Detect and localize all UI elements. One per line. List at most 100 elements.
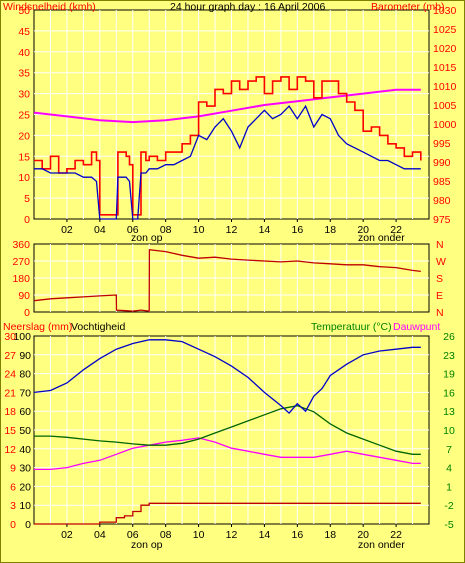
temperature-tick-label: -5 xyxy=(444,519,453,531)
rain-tick-label: 30 xyxy=(4,331,16,343)
humidity-tick-label: 90 xyxy=(19,350,31,362)
barometer-tick-label: 1010 xyxy=(433,81,457,93)
temperature-tick-label: 13 xyxy=(443,406,455,418)
sunset-label: zon onder xyxy=(358,539,405,551)
temperature-tick-label: 10 xyxy=(443,425,455,437)
wind-speed-tick-label: 10 xyxy=(18,172,30,184)
rain-tick-label: 9 xyxy=(10,463,16,475)
rain-axis: 0 3 6 9 12 15 18 21 24 27 30 xyxy=(4,331,16,531)
x-tick-label: 08 xyxy=(160,224,172,236)
rain-humidity-grid xyxy=(34,336,429,524)
humidity-series-line xyxy=(33,339,421,415)
wind-direction-series xyxy=(33,248,421,312)
rain-tick-label: 6 xyxy=(10,481,16,493)
barometer-tick-label: 1030 xyxy=(433,5,457,17)
temperature-tick-label: 19 xyxy=(443,369,455,381)
humidity-tick-label: 70 xyxy=(19,387,31,399)
wind-direction-tick-label: 360 xyxy=(12,239,30,251)
compass-tick-label: N xyxy=(436,239,444,251)
wind-speed-tick-label: 30 xyxy=(18,89,30,101)
barometer-tick-label: 1015 xyxy=(433,62,457,74)
wind-barometer-series xyxy=(33,76,422,220)
temperature-tick-label: -2 xyxy=(444,500,453,512)
x-tick-label: 12 xyxy=(226,529,238,541)
barometer-tick-label: 1020 xyxy=(433,43,457,55)
humidity-tick-label: 0 xyxy=(25,519,31,531)
wind-direction-tick-label: 90 xyxy=(18,290,30,302)
x-tick-label: 10 xyxy=(193,224,205,236)
barometer-tick-label: 975 xyxy=(433,214,451,226)
rain-tick-label: 18 xyxy=(4,406,16,418)
sunrise-label: zon op xyxy=(131,232,163,244)
x-tick-label: 14 xyxy=(259,224,271,236)
sunrise-label: zon op xyxy=(131,539,163,551)
x-tick-label: 12 xyxy=(226,224,238,236)
rain-series-line xyxy=(34,502,421,525)
sunset-label: zon onder xyxy=(358,232,405,244)
wind-speed-tick-label: 35 xyxy=(18,68,30,80)
x-tick-label: 16 xyxy=(291,529,303,541)
wind-avg-series-line xyxy=(34,104,421,220)
rain-tick-label: 21 xyxy=(4,387,16,399)
dewpoint-axis-label: Dauwpunt xyxy=(393,321,440,333)
humidity-tick-label: 40 xyxy=(19,444,31,456)
temperature-tick-label: 23 xyxy=(443,350,455,362)
temperature-tick-label: 1 xyxy=(446,481,452,493)
humidity-tick-label: 80 xyxy=(19,369,31,381)
rain-tick-label: 24 xyxy=(4,369,16,381)
wind-speed-axis-label: Windsnelheid (kmh) xyxy=(3,1,96,13)
rain-tick-label: 0 xyxy=(10,519,16,531)
wind-direction-tick-label: 180 xyxy=(12,273,30,285)
rain-tick-label: 3 xyxy=(10,500,16,512)
barometer-tick-label: 1025 xyxy=(433,24,457,36)
wind-direction-axis: 0 90 180 270 360 xyxy=(12,239,30,319)
humidity-tick-label: 50 xyxy=(19,425,31,437)
rain-humidity-temperature-series xyxy=(33,339,421,525)
humidity-tick-label: 60 xyxy=(19,406,31,418)
humidity-axis-label: Vochtigheid xyxy=(71,321,125,333)
barometer-tick-label: 995 xyxy=(433,138,451,150)
barometer-tick-label: 1005 xyxy=(433,100,457,112)
x-tick-label: 20 xyxy=(357,224,369,236)
temperature-tick-label: 26 xyxy=(443,331,455,343)
humidity-tick-label: 10 xyxy=(19,500,31,512)
x-tick-label: 16 xyxy=(291,224,303,236)
temperature-series-line xyxy=(34,405,421,455)
wind-time-axis: 02 04 06 08 10 12 14 16 18 20 22 xyxy=(61,219,402,236)
x-tick-label: 02 xyxy=(61,224,73,236)
x-tick-label: 08 xyxy=(160,529,172,541)
barometer-axis-label: Barometer (mb) xyxy=(371,1,445,13)
wind-speed-tick-label: 15 xyxy=(18,151,30,163)
barometer-tick-label: 980 xyxy=(433,195,451,207)
wind-speed-tick-label: 45 xyxy=(18,26,30,38)
wind-gust-series-line xyxy=(34,76,422,216)
wind-speed-tick-label: 50 xyxy=(18,5,30,17)
wind-direction-tick-label: 270 xyxy=(12,256,30,268)
barometer-tick-label: 985 xyxy=(433,176,451,188)
humidity-tick-label: 20 xyxy=(19,481,31,493)
rain-axis-label: Neerslag (mm) xyxy=(3,321,72,333)
temperature-tick-label: 16 xyxy=(443,387,455,399)
humidity-tick-label: 30 xyxy=(19,463,31,475)
x-tick-label: 18 xyxy=(324,224,336,236)
humidity-tick-label: 100 xyxy=(13,331,31,343)
wind-speed-tick-label: 5 xyxy=(24,193,30,205)
wind-speed-axis: 0 5 10 15 20 25 30 35 40 45 50 xyxy=(18,5,30,226)
wind-direction-tick-label: 0 xyxy=(24,307,30,319)
x-tick-label: 22 xyxy=(390,529,402,541)
barometer-axis: 975 980 985 990 995 1000 1005 1010 1015 1020 1025 1… xyxy=(433,5,457,226)
x-tick-label: 06 xyxy=(127,224,139,236)
temperature-tick-label: 4 xyxy=(446,463,452,475)
x-tick-label: 02 xyxy=(61,529,73,541)
x-tick-label: 22 xyxy=(390,224,402,236)
x-tick-label: 18 xyxy=(324,529,336,541)
wind-direction-series-line xyxy=(33,248,421,312)
chart-title: 24 hour graph day : 16 April 2006 xyxy=(170,1,325,13)
barometer-series-line xyxy=(33,88,421,124)
rain-tick-label: 27 xyxy=(4,350,16,362)
